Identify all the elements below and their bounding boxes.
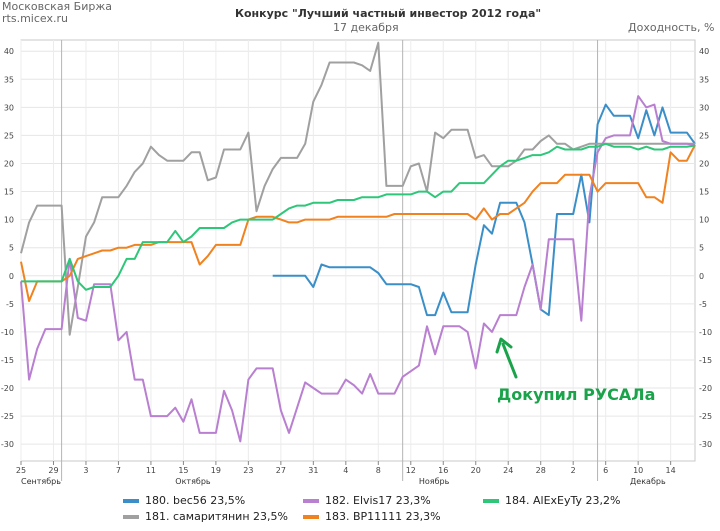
x-tick-label: 28 [536, 466, 546, 475]
x-tick-label: 20 [471, 466, 481, 475]
series-line-elvis17 [20, 95, 696, 443]
legend-swatch [123, 498, 139, 503]
y-tick-label: -15 [1, 356, 14, 365]
x-tick-label: 8 [376, 466, 381, 475]
legend-value: 23,5% [253, 510, 288, 523]
y-tick-label: 30 [699, 103, 709, 112]
x-tick-label: 23 [243, 466, 253, 475]
y-tick-label: -20 [1, 384, 14, 393]
legend-value: 23,3% [395, 494, 431, 507]
legend-item-alexeyty[interactable]: 184. AlExEyTy 23,2% [483, 494, 620, 507]
y-tick-label: 10 [699, 216, 709, 225]
y-tick-label: 35 [699, 75, 709, 84]
y-tick-label: -20 [699, 384, 712, 393]
series-lines [20, 41, 696, 443]
source-line-1: Московская Биржа [2, 0, 112, 13]
x-tick-label: 16 [438, 466, 448, 475]
x-tick-label: 11 [146, 466, 156, 475]
x-tick-label: 24 [503, 466, 513, 475]
y-tick-label: -30 [1, 440, 14, 449]
x-tick-label: 27 [276, 466, 286, 475]
x-month-label: Октябрь [175, 477, 211, 486]
y-tick-label: -30 [699, 440, 712, 449]
legend-label: 181. самаритянин [145, 510, 250, 523]
y-axis-left: 40 35 30 25 20 15 10 5 0 -5 -10 -15 -20 -25 -30 [1, 47, 14, 449]
x-tick-label: 19 [211, 466, 221, 475]
y-tick-label: 35 [4, 75, 14, 84]
y-tick-label: 20 [4, 159, 14, 168]
plot-area [20, 39, 696, 462]
x-tick-label: 10 [633, 466, 643, 475]
x-month-label: Декабрь [630, 477, 666, 486]
legend-label: 184. AlExEyTy [505, 494, 583, 507]
x-month-label: Сентябрь [21, 477, 61, 486]
y-tick-label: 40 [699, 47, 709, 56]
y-tick-label: -15 [699, 356, 712, 365]
y-tick-label: -5 [699, 300, 707, 309]
y-tick-label: 40 [4, 47, 14, 56]
y-tick-label: 5 [699, 244, 704, 253]
legend-value: 23,5% [210, 494, 246, 507]
y-tick-label: -5 [6, 300, 14, 309]
legend-swatch [303, 514, 319, 519]
legend-label: 182. Elvis17 [325, 494, 393, 507]
legend-item-bec56[interactable]: 180. bec56 23,5% [123, 494, 245, 507]
y-tick-label: 25 [4, 131, 14, 140]
legend-label: 180. bec56 [145, 494, 207, 507]
series-line-bec56 [272, 103, 696, 317]
x-tick-label: 25 [16, 466, 26, 475]
x-tick-label: 2 [571, 466, 576, 475]
x-tick-label: 12 [406, 466, 416, 475]
legend-value: 23,2% [585, 494, 621, 507]
legend-item-bp11111[interactable]: 183. BP11111 23,3% [303, 510, 441, 523]
x-tick-label: 14 [666, 466, 676, 475]
x-month-label: Ноябрь [419, 477, 450, 486]
x-tick-label: 4 [343, 466, 348, 475]
x-tick-label: 31 [308, 466, 318, 475]
legend-swatch [123, 514, 139, 519]
x-tick-label: 29 [48, 466, 58, 475]
y-tick-label: 0 [699, 272, 704, 281]
legend-label: 183. BP11111 [325, 510, 403, 523]
y-tick-label: 30 [4, 103, 14, 112]
y-tick-label: -25 [1, 412, 14, 421]
annotation-text: Докупил РУСАЛа [497, 385, 656, 404]
annotation-arrow-head [495, 337, 513, 354]
y-tick-label: 0 [9, 272, 14, 281]
x-tick-label: 15 [178, 466, 188, 475]
y-tick-label: -10 [699, 328, 712, 337]
legend-swatch [483, 498, 499, 503]
grid [20, 39, 696, 481]
legend-value: 23,3% [405, 510, 441, 523]
y-tick-label: 15 [699, 188, 709, 197]
y-tick-label: 25 [699, 131, 709, 140]
x-tick-label: 3 [83, 466, 88, 475]
x-axis: 25 29 3 7 11 15 19 23 27 31 4 8 12 16 20 24 28 2 6 10 14 Сент… [16, 461, 676, 486]
y-tick-label: -10 [1, 328, 14, 337]
legend-item-samarityanin[interactable]: 181. самаритянин 23,5% [123, 510, 288, 523]
y-axis-title: Доходность, % [628, 21, 715, 34]
y-tick-label: 10 [4, 216, 14, 225]
y-tick-label: -25 [699, 412, 712, 421]
x-tick-label: 6 [603, 466, 608, 475]
chart-title: Конкурс "Лучший частный инвестор 2012 го… [235, 7, 542, 20]
y-tick-label: 20 [699, 159, 709, 168]
x-tick-label: 7 [116, 466, 121, 475]
y-tick-label: 15 [4, 188, 14, 197]
annotation-arrow-shaft [501, 342, 518, 379]
legend-swatch [303, 498, 319, 503]
series-line-самаритянин [20, 41, 695, 336]
chart-subtitle: 17 декабря [333, 21, 399, 34]
series-line-bp11111 [20, 144, 696, 302]
series-line-alexeyty [21, 142, 696, 291]
y-tick-label: 5 [9, 244, 14, 253]
y-axis-right: 40 35 30 25 20 15 10 5 0 -5 -10 -15 -20 -25 -30 [699, 47, 712, 449]
legend-item-elvis17[interactable]: 182. Elvis17 23,3% [303, 494, 431, 507]
annotation-arrow [495, 337, 518, 379]
source-line-2: rts.micex.ru [2, 12, 68, 25]
